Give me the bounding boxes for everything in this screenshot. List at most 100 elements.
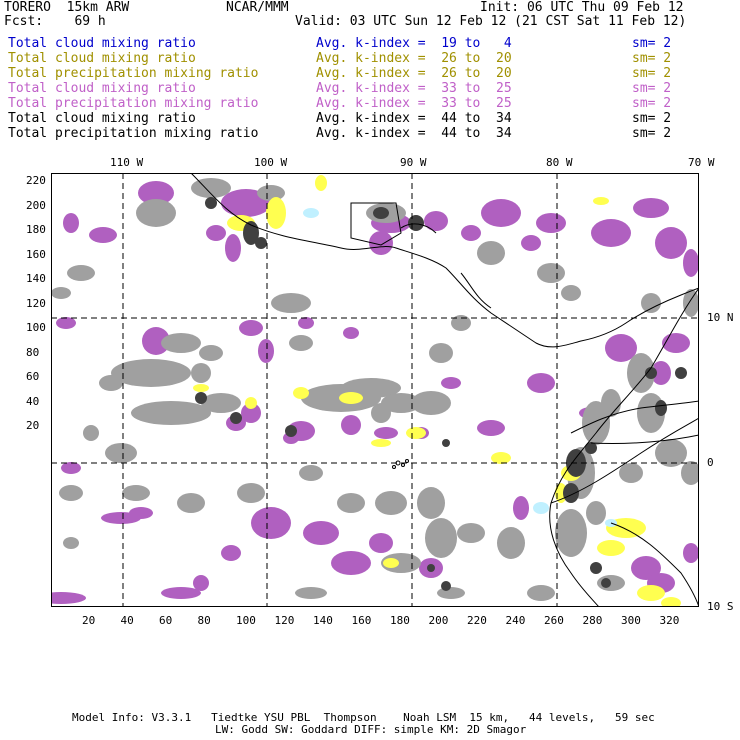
gray-cloud-region: [601, 389, 621, 417]
legend-sm: sm= 2: [632, 51, 672, 66]
legend-field: Total precipitation mixing ratio: [8, 66, 259, 81]
dark-cloud-core: [205, 197, 217, 209]
y-tick-label: 20: [26, 419, 40, 432]
cloud-fields: [51, 175, 699, 607]
gray-cloud-region: [59, 485, 83, 501]
purple-cloud-region: [477, 420, 505, 436]
x-tick-label: 40: [120, 614, 134, 627]
gray-cloud-region: [381, 393, 421, 413]
y-tick-label: 40: [26, 394, 40, 408]
x-tick-label: 120: [274, 614, 295, 627]
purple-cloud-region: [374, 427, 398, 439]
purple-cloud-region: [461, 225, 481, 241]
gray-cloud-region: [425, 518, 457, 558]
legend-kindex: Avg. k-index = 44 to 34: [316, 111, 512, 126]
lon-label-110w: 110 W: [110, 156, 144, 169]
gray-cloud-region: [105, 443, 137, 463]
yellow-cloud-region: [661, 597, 681, 607]
x-tick-label: 300: [621, 614, 641, 627]
purple-cloud-region: [129, 507, 153, 519]
y-tick-label: 180: [26, 223, 46, 236]
gray-cloud-region: [289, 335, 313, 351]
lon-label-80w: 80 W: [546, 156, 573, 169]
dark-cloud-core: [230, 412, 242, 424]
x-tick-label: 160: [351, 614, 372, 627]
y-tick-label: 160: [26, 247, 46, 261]
legend-field: Total cloud mixing ratio: [8, 111, 196, 126]
gray-cloud-region: [582, 401, 610, 445]
lon-label-90w: 90 W: [400, 156, 427, 169]
legend-sm: sm= 2: [632, 96, 672, 111]
dark-cloud-core: [601, 578, 611, 588]
purple-cloud-region: [225, 234, 241, 262]
gray-cloud-region: [83, 425, 99, 441]
forecast-map: [51, 173, 699, 607]
legend-kindex: Avg. k-index = 26 to 20: [316, 66, 512, 81]
yellow-cloud-region: [245, 397, 257, 409]
gray-cloud-region: [451, 315, 471, 331]
purple-cloud-region: [251, 507, 291, 539]
purple-cloud-region: [258, 339, 274, 363]
lat-label-0: 0: [707, 456, 714, 469]
gray-cloud-region: [429, 343, 453, 363]
purple-cloud-region: [683, 249, 699, 277]
gray-cloud-region: [655, 439, 687, 467]
gray-cloud-region: [619, 463, 643, 483]
x-tick-label: 320: [659, 614, 680, 627]
x-tick-label: 260: [544, 614, 564, 627]
yellow-cloud-region: [637, 585, 665, 601]
gray-cloud-region: [537, 263, 565, 283]
legend-kindex: Avg. k-index = 44 to 34: [316, 126, 512, 141]
gray-cloud-region: [177, 493, 205, 513]
gray-cloud-region: [477, 241, 505, 265]
legend-sm: sm= 2: [632, 111, 672, 126]
gray-cloud-region: [337, 493, 365, 513]
gray-cloud-region: [136, 199, 176, 227]
yellow-cloud-region: [593, 197, 609, 205]
lat-lon-grid: [51, 173, 699, 607]
purple-cloud-region: [221, 545, 241, 561]
dark-cloud-core: [285, 425, 297, 437]
gray-cloud-region: [67, 265, 95, 281]
cyan-cloud-region: [303, 208, 319, 218]
dark-cloud-core: [442, 439, 450, 447]
legend-sm: sm= 2: [632, 126, 672, 141]
legend-kindex: Avg. k-index = 33 to 25: [316, 96, 512, 111]
purple-cloud-region: [343, 327, 359, 339]
gray-cloud-region: [271, 293, 311, 313]
purple-cloud-region: [193, 575, 209, 591]
y-tick-label: 60: [26, 370, 40, 383]
yellow-cloud-region: [266, 197, 286, 229]
gray-cloud-region: [683, 289, 699, 317]
gray-cloud-region: [257, 185, 285, 201]
dark-cloud-core: [563, 483, 579, 503]
purple-cloud-region: [63, 213, 79, 233]
x-tick-label: 200: [428, 614, 449, 627]
y-tick-label: 140: [26, 272, 46, 285]
yellow-cloud-region: [315, 175, 327, 191]
gray-cloud-region: [99, 375, 123, 391]
gray-cloud-region: [299, 465, 323, 481]
yellow-cloud-region: [383, 558, 399, 568]
purple-cloud-region: [51, 592, 86, 604]
gray-cloud-region: [627, 353, 655, 393]
gray-cloud-region: [191, 178, 231, 198]
dark-cloud-core: [585, 442, 597, 454]
gray-cloud-region: [555, 509, 587, 557]
yellow-cloud-region: [339, 392, 363, 404]
lon-label-70w: 70 W: [688, 156, 715, 169]
physics-info: LW: Godd SW: Goddard DIFF: simple KM: 2D…: [215, 723, 527, 736]
purple-cloud-region: [369, 231, 393, 255]
purple-cloud-region: [239, 320, 263, 336]
model-info: Model Info: V3.3.1 Tiedtke YSU PBL Thomp…: [72, 711, 655, 724]
gray-cloud-region: [191, 363, 211, 383]
dark-cloud-core: [408, 215, 424, 231]
purple-cloud-region: [481, 199, 521, 227]
yellow-cloud-region: [406, 427, 426, 439]
gray-cloud-region: [237, 483, 265, 503]
yellow-cloud-region: [597, 540, 625, 556]
x-tick-label: 140: [313, 614, 333, 627]
purple-cloud-region: [331, 551, 371, 575]
gray-cloud-region: [51, 287, 71, 299]
purple-cloud-region: [633, 198, 669, 218]
